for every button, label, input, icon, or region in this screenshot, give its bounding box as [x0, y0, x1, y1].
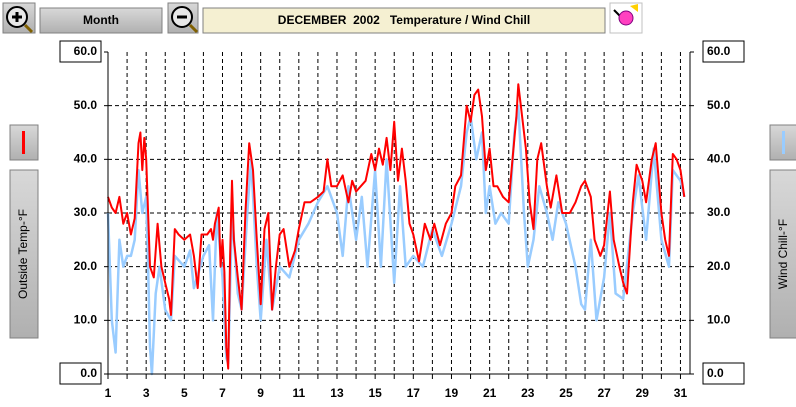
tick-label-box [59, 40, 102, 63]
x-tick-label: 11 [292, 386, 305, 400]
x-tick-label: 31 [674, 386, 688, 400]
y-tick-label: 60.0 [74, 44, 98, 58]
temp-legend-swatch [22, 131, 25, 154]
month-button[interactable]: Month [39, 7, 163, 34]
x-tick-label: 13 [330, 386, 344, 400]
x-tick-label: 29 [636, 386, 650, 400]
title-box [202, 7, 606, 34]
x-tick-label: 17 [407, 386, 421, 400]
month-button-label: Month [83, 13, 119, 27]
x-tick-label: 25 [559, 386, 573, 400]
x-tick-label: 15 [368, 386, 382, 400]
x-tick-label: 27 [597, 386, 611, 400]
series-line [106, 104, 686, 376]
windchill-legend-swatch [782, 131, 785, 154]
chart-title: DECEMBER 2002 Temperature / Wind Chill [278, 13, 530, 27]
y2-tick-label: 10.0 [707, 313, 731, 327]
y-tick-label: 0.0 [80, 366, 97, 380]
x-tick-label: 5 [181, 386, 188, 400]
x-tick-label: 21 [483, 386, 497, 400]
y-tick-label: 20.0 [74, 259, 98, 273]
x-tick-label: 7 [219, 386, 226, 400]
zoom-out-button[interactable] [167, 2, 199, 34]
x-tick-label: 19 [445, 386, 459, 400]
y-tick-label: 40.0 [74, 152, 98, 166]
temp-axis-button[interactable]: Outside Temp-°F [9, 169, 39, 339]
tick-label-box [702, 40, 745, 63]
y-tick-label: 10.0 [74, 313, 98, 327]
temp-legend-button[interactable] [9, 124, 39, 161]
tick-label-box [702, 362, 745, 385]
y-tick-label: 30.0 [74, 205, 98, 219]
x-tick-label: 9 [257, 386, 264, 400]
zoom-in-button[interactable] [2, 2, 36, 34]
windchill-axis-button[interactable]: Wind Chill-°F [769, 169, 796, 339]
y2-tick-label: 0.0 [707, 366, 724, 380]
plot: 0.0 10.0 20.0 30.0 40.0 50.0 60.0 0.0 10.0 20.0 30… [59, 40, 745, 400]
y-axis-label: Outside Temp-°F [16, 209, 30, 299]
series-line [107, 83, 686, 370]
y-tick-label: 50.0 [74, 98, 98, 112]
y2-tick-label: 50.0 [707, 98, 731, 112]
windchill-legend-button[interactable] [769, 124, 796, 161]
y2-tick-label: 40.0 [707, 152, 731, 166]
y2-tick-label: 60.0 [707, 44, 731, 58]
x-tick-label: 3 [143, 386, 150, 400]
tick-label-box [59, 362, 102, 385]
y2-tick-label: 30.0 [707, 205, 731, 219]
x-tick-label: 1 [105, 386, 112, 400]
color-tool-button[interactable] [609, 2, 643, 34]
y2-tick-label: 20.0 [707, 259, 731, 273]
x-tick-label: 23 [521, 386, 535, 400]
y2-axis-label: Wind Chill-°F [776, 219, 790, 289]
